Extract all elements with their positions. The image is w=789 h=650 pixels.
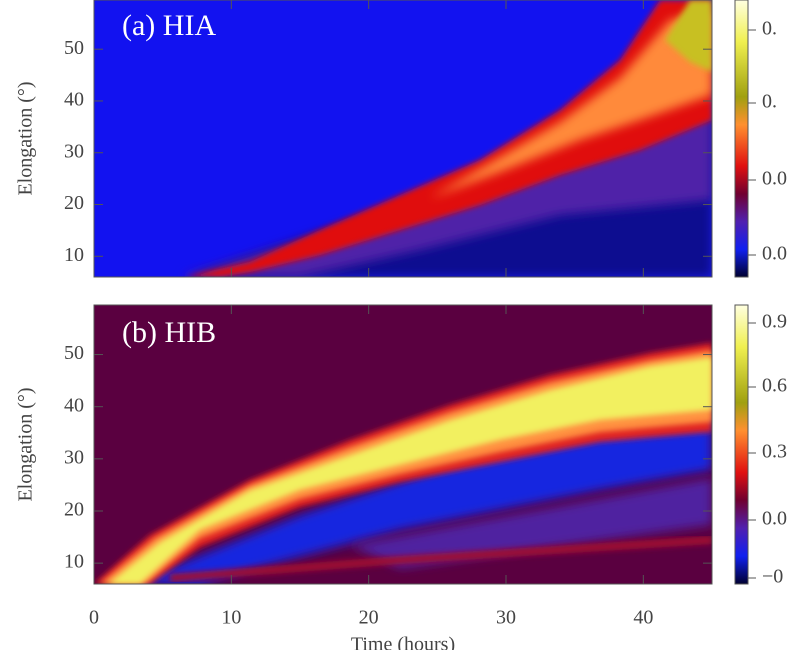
heatmap-a: [94, 0, 712, 277]
x-tick-label: 0: [89, 607, 99, 629]
panel-title: (b) HIB: [122, 316, 216, 349]
y-tick-label: 40: [64, 394, 84, 416]
x-tick-label: 10: [221, 607, 241, 629]
colorbar-label: 0.0: [762, 168, 787, 190]
x-axis-label: Time (hours): [351, 634, 455, 650]
panel-title: (a) HIA: [122, 9, 216, 42]
colorbar-label: −0: [762, 566, 783, 588]
y-tick-label: 30: [64, 140, 84, 162]
colorbar-label: 0.0: [762, 508, 787, 530]
heatmap-b: [94, 305, 712, 584]
colorbar-label: 0.9: [762, 311, 787, 333]
y-tick-label: 40: [64, 89, 84, 111]
frame-a: [93, 0, 713, 278]
colorbar-a: [734, 0, 749, 278]
y-tick-label: 30: [64, 446, 84, 468]
x-tick-label: 40: [633, 607, 653, 629]
colorbar-label: 0.6: [762, 375, 787, 397]
colorbar-label: 0.0: [762, 243, 787, 265]
y-axis-label: Elongation (°): [15, 387, 37, 501]
colorbar-b: [734, 304, 749, 585]
colorbar-label: 0.: [762, 91, 777, 113]
y-tick-label: 20: [64, 192, 84, 214]
x-tick-label: 20: [359, 607, 379, 629]
colorbar-label: 0.3: [762, 441, 787, 463]
frame-b: [93, 304, 713, 585]
y-tick-label: 20: [64, 499, 84, 521]
x-tick-label: 30: [496, 607, 516, 629]
y-tick-label: 10: [64, 551, 84, 573]
y-tick-label: 10: [64, 244, 84, 266]
y-tick-label: 50: [64, 342, 84, 364]
y-axis-label: Elongation (°): [15, 81, 37, 195]
colorbar-label: 0.: [762, 18, 777, 40]
y-tick-label: 50: [64, 37, 84, 59]
